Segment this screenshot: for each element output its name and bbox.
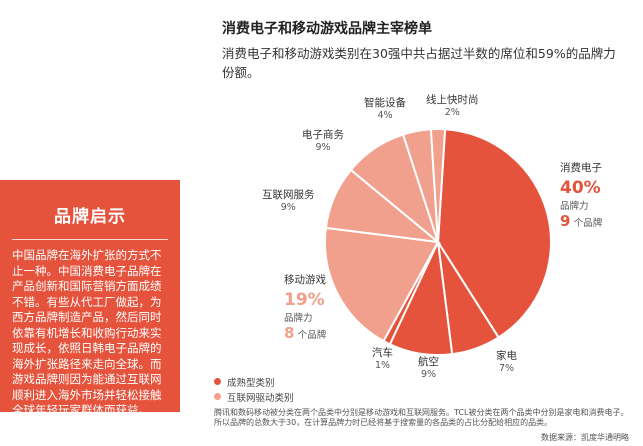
insight-body: 中国品牌在海外扩张的方式不止一种。中国消费电子品牌在产品创新和国际营销方面成绩不… [12, 248, 162, 417]
label-automotive: 汽车 1% [372, 345, 393, 371]
label-home-appliances-pct: 7% [498, 363, 515, 374]
legend-swatch-mature [214, 378, 221, 385]
label-mobile-games-name: 移动游戏 [284, 274, 326, 286]
label-internet-services-name: 互联网服务 [262, 189, 315, 201]
label-consumer-electronics-unit: 个品牌 [573, 218, 603, 229]
legend-item-internet: 互联网驱动类别 [214, 389, 294, 404]
label-online-fast-fashion: 线上快时尚 2% [426, 92, 479, 118]
label-smart-devices: 智能设备 4% [364, 95, 406, 121]
legend-item-mature: 成熟型类别 [214, 374, 294, 389]
brand-insight-panel: 品牌启示 中国品牌在海外扩张的方式不止一种。中国消费电子品牌在产品创新和国际营销… [0, 180, 180, 417]
label-mobile-games-power: 品牌力 [284, 313, 313, 324]
label-smart-devices-pct: 4% [377, 110, 393, 121]
chart-legend: 成熟型类别 互联网驱动类别 [214, 374, 294, 404]
label-online-fast-fashion-name: 线上快时尚 [426, 94, 479, 106]
label-consumer-electronics-power: 品牌力 [560, 201, 589, 212]
label-home-appliances: 家电 7% [496, 348, 517, 374]
insight-divider [12, 239, 168, 240]
label-internet-services: 互联网服务 9% [262, 187, 315, 213]
data-source: 数据来源：凯度华通明略 [541, 433, 629, 442]
label-home-appliances-name: 家电 [496, 350, 517, 362]
label-smart-devices-name: 智能设备 [364, 97, 406, 109]
legend-swatch-internet [214, 393, 221, 400]
label-consumer-electronics-brands: 9 [560, 212, 571, 230]
label-automotive-pct: 1% [374, 360, 391, 371]
label-automotive-name: 汽车 [372, 347, 393, 359]
label-internet-services-pct: 9% [280, 202, 296, 213]
label-consumer-electronics: 消费电子 40% 品牌力 9 个品牌 [560, 160, 602, 230]
pie-slice-8 [429, 128, 447, 243]
footnote: 腾讯和数码移动被分类在两个品类中分别是移动游戏和互联网服务。TCL被分类在两个品… [214, 408, 629, 427]
label-mobile-games-unit: 个品牌 [297, 330, 327, 341]
label-mobile-games-pct: 19% [284, 290, 325, 310]
label-aviation-name: 航空 [418, 356, 439, 368]
insight-title: 品牌启示 [54, 207, 126, 227]
pie-slice-4 [324, 226, 440, 343]
label-aviation-pct: 9% [420, 369, 437, 380]
label-consumer-electronics-pct: 40% [560, 178, 601, 198]
legend-label-internet: 互联网驱动类别 [227, 392, 294, 404]
label-ecommerce-pct: 9% [315, 142, 331, 153]
label-ecommerce-name: 电子商务 [302, 129, 344, 141]
label-consumer-electronics-name: 消费电子 [560, 162, 602, 174]
chart-title: 消费电子和移动游戏品牌主宰榜单 [222, 21, 432, 37]
label-mobile-games: 移动游戏 19% 品牌力 8 个品牌 [284, 272, 326, 342]
legend-label-mature: 成熟型类别 [227, 377, 275, 389]
label-ecommerce: 电子商务 9% [302, 127, 344, 153]
label-mobile-games-brands: 8 [284, 324, 295, 342]
chart-subtitle: 消费电子和移动游戏类别在30强中共占据过半数的席位和59%的品牌力份额。 [222, 46, 616, 80]
label-online-fast-fashion-pct: 2% [444, 107, 460, 118]
label-aviation: 航空 9% [418, 354, 439, 380]
